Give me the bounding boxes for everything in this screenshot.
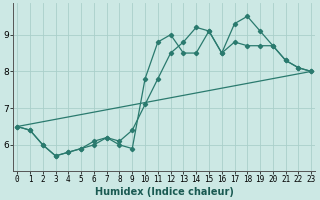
X-axis label: Humidex (Indice chaleur): Humidex (Indice chaleur) [95, 187, 234, 197]
